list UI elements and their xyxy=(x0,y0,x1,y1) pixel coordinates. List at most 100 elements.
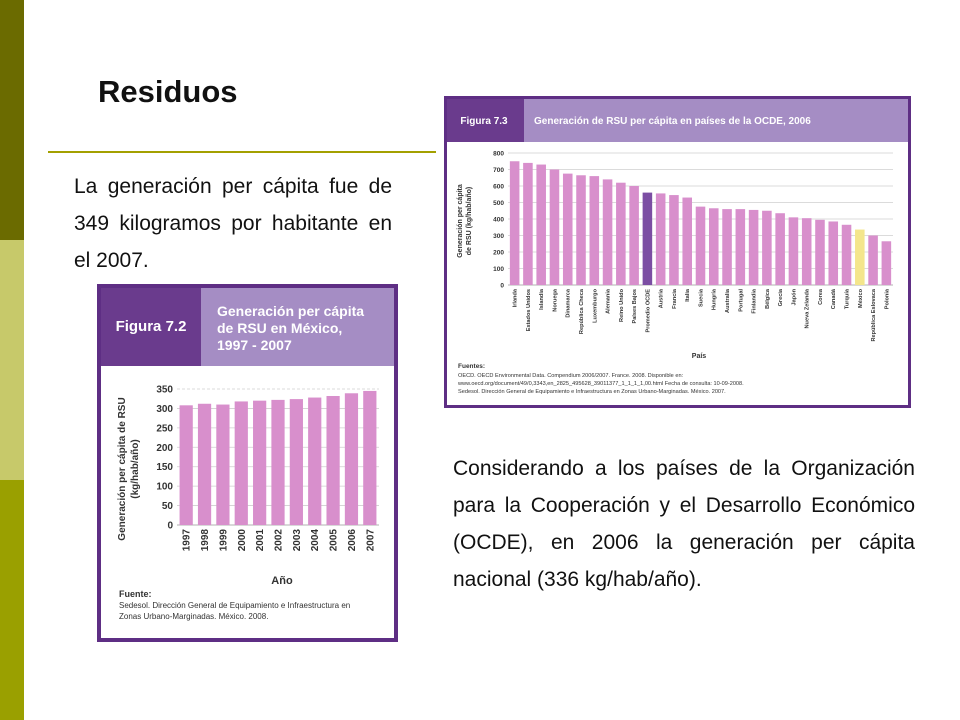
x-tick-label: Bélgica xyxy=(765,288,771,309)
figure-label: Figura 7.2 xyxy=(116,318,187,335)
bar-Hungría xyxy=(708,208,719,285)
bar-2005 xyxy=(326,395,340,525)
x-tick-label: Japón xyxy=(791,288,797,305)
bar-Países Bajos xyxy=(629,186,639,285)
x-tick-label: 2003 xyxy=(292,529,303,552)
source-line-3: Sedesol. Dirección General de Equipamien… xyxy=(458,389,726,395)
x-tick-label: 2007 xyxy=(365,529,376,552)
x-tick-label: Turquía xyxy=(844,288,850,309)
y-tick-label: 350 xyxy=(156,385,173,396)
figure-title-box xyxy=(524,99,908,142)
bar-Suecia xyxy=(695,206,706,285)
x-tick-label: Francia xyxy=(672,288,678,309)
x-tick-label: Nueva Zelanda xyxy=(805,288,811,328)
bar-Turquía xyxy=(841,224,852,285)
y-tick-label: 100 xyxy=(493,266,504,273)
chart-title-line-1: Generación per cápita xyxy=(217,303,364,319)
x-tick-label: Irlanda xyxy=(513,288,519,307)
source-line-2: Zonas Urbano-Marginadas. México. 2008. xyxy=(119,612,268,621)
figure-7-3: Figura 7.3 Generación de RSU per cápita … xyxy=(444,96,911,408)
x-tick-label: 1997 xyxy=(182,529,193,552)
bar-Reino Unido xyxy=(616,182,626,285)
source-line-2: www.oecd.org/document/49/0,3343,en_2825_… xyxy=(457,381,744,387)
x-tick-label: Australia xyxy=(725,288,731,313)
chart-rsu-mexico: Figura 7.2 Generación per cápita de RSU … xyxy=(101,288,394,638)
bar-Australia xyxy=(722,209,732,285)
x-tick-label: Promedio OCDE xyxy=(645,289,651,333)
y-tick-label: 200 xyxy=(493,249,504,256)
figure-label-box xyxy=(447,99,524,142)
bar-2002 xyxy=(271,399,285,525)
bar-Dinamarca xyxy=(562,173,573,285)
x-tick-label: 2004 xyxy=(310,529,321,552)
x-tick-label: República Eslovaca xyxy=(871,288,877,341)
y-axis-label-line-2: (kg/hab/año) xyxy=(130,439,141,498)
x-axis-label: País xyxy=(692,353,707,360)
x-tick-label: Hungría xyxy=(712,288,718,310)
side-accent-bar-middle xyxy=(0,240,24,480)
x-tick-label: Polonia xyxy=(884,288,890,309)
x-tick-label: Grecia xyxy=(778,288,784,306)
paragraph-ocde-2006: Considerando a los países de la Organiza… xyxy=(453,457,915,591)
bar-Noruega xyxy=(549,169,560,285)
x-tick-label: Reino Unido xyxy=(619,288,625,322)
x-tick-label: Noruega xyxy=(552,288,558,312)
x-tick-label: 2001 xyxy=(255,529,266,552)
bar-Francia xyxy=(669,195,679,285)
y-tick-label: 250 xyxy=(156,423,173,434)
bar-Bélgica xyxy=(762,210,772,285)
y-axis-label-line-1: Generación per cápita xyxy=(457,184,464,258)
bar-Japón xyxy=(788,217,799,285)
x-tick-label: México xyxy=(858,288,864,308)
source-title: Fuentes: xyxy=(458,363,485,370)
figure-7-2: Figura 7.2 Generación per cápita de RSU … xyxy=(97,284,398,642)
y-tick-label: 150 xyxy=(156,462,173,473)
bar-2003 xyxy=(289,399,303,525)
bar-2000 xyxy=(234,401,248,525)
bar-México xyxy=(855,229,865,285)
chart-title: Generación de RSU per cápita en países d… xyxy=(534,116,811,127)
y-tick-label: 0 xyxy=(167,521,173,532)
bar-República Eslovaca xyxy=(868,235,878,285)
x-tick-label: 2002 xyxy=(274,529,285,552)
y-axis-label-line-1: Generación per cápita de RSU xyxy=(117,397,128,540)
bar-2006 xyxy=(344,393,359,525)
x-tick-label: 2000 xyxy=(237,529,248,552)
source-title: Fuente: xyxy=(119,589,152,599)
x-tick-label: Corea xyxy=(818,288,824,305)
bar-Portugal xyxy=(735,209,746,285)
x-tick-label: 2006 xyxy=(347,529,358,552)
x-tick-label: Finlandia xyxy=(752,288,758,313)
y-tick-label: 500 xyxy=(493,200,504,207)
x-tick-label: Luxemburgo xyxy=(592,288,598,322)
title-underline xyxy=(48,151,436,153)
bar-Italia xyxy=(682,197,693,285)
bar-Austria xyxy=(655,193,666,285)
bar-Polonia xyxy=(881,241,892,285)
x-tick-label: Dinamarca xyxy=(566,288,572,317)
chart-rsu-ocde: Figura 7.3 Generación de RSU per cápita … xyxy=(447,99,908,405)
bar-Luxemburgo xyxy=(589,176,600,285)
y-tick-label: 100 xyxy=(156,482,173,493)
x-tick-label: 2005 xyxy=(329,529,340,552)
chart-title-line-2: de RSU en México, xyxy=(217,320,342,336)
bar-Finlandia xyxy=(748,209,759,285)
y-tick-label: 400 xyxy=(493,216,504,223)
bar-1997 xyxy=(179,405,193,525)
x-tick-label: 1999 xyxy=(218,529,229,552)
side-accent-bar-top xyxy=(0,0,24,240)
y-tick-label: 50 xyxy=(162,501,174,512)
x-tick-label: Canadá xyxy=(831,288,837,309)
x-tick-label: Alemania xyxy=(606,288,612,314)
side-accent-bar-bottom xyxy=(0,480,24,720)
x-axis-label: Año xyxy=(271,575,293,587)
y-tick-label: 200 xyxy=(156,443,173,454)
bar-Promedio OCDE xyxy=(642,192,653,285)
x-tick-label: Países Bajos xyxy=(632,289,638,324)
x-tick-label: Estados Unidos xyxy=(526,289,532,331)
x-tick-label: Austria xyxy=(659,288,665,308)
slide-title: Residuos xyxy=(98,74,238,109)
source-line-1: Sedesol. Dirección General de Equipamien… xyxy=(119,601,350,610)
x-tick-label: Italia xyxy=(685,288,691,302)
bar-1998 xyxy=(197,403,212,525)
